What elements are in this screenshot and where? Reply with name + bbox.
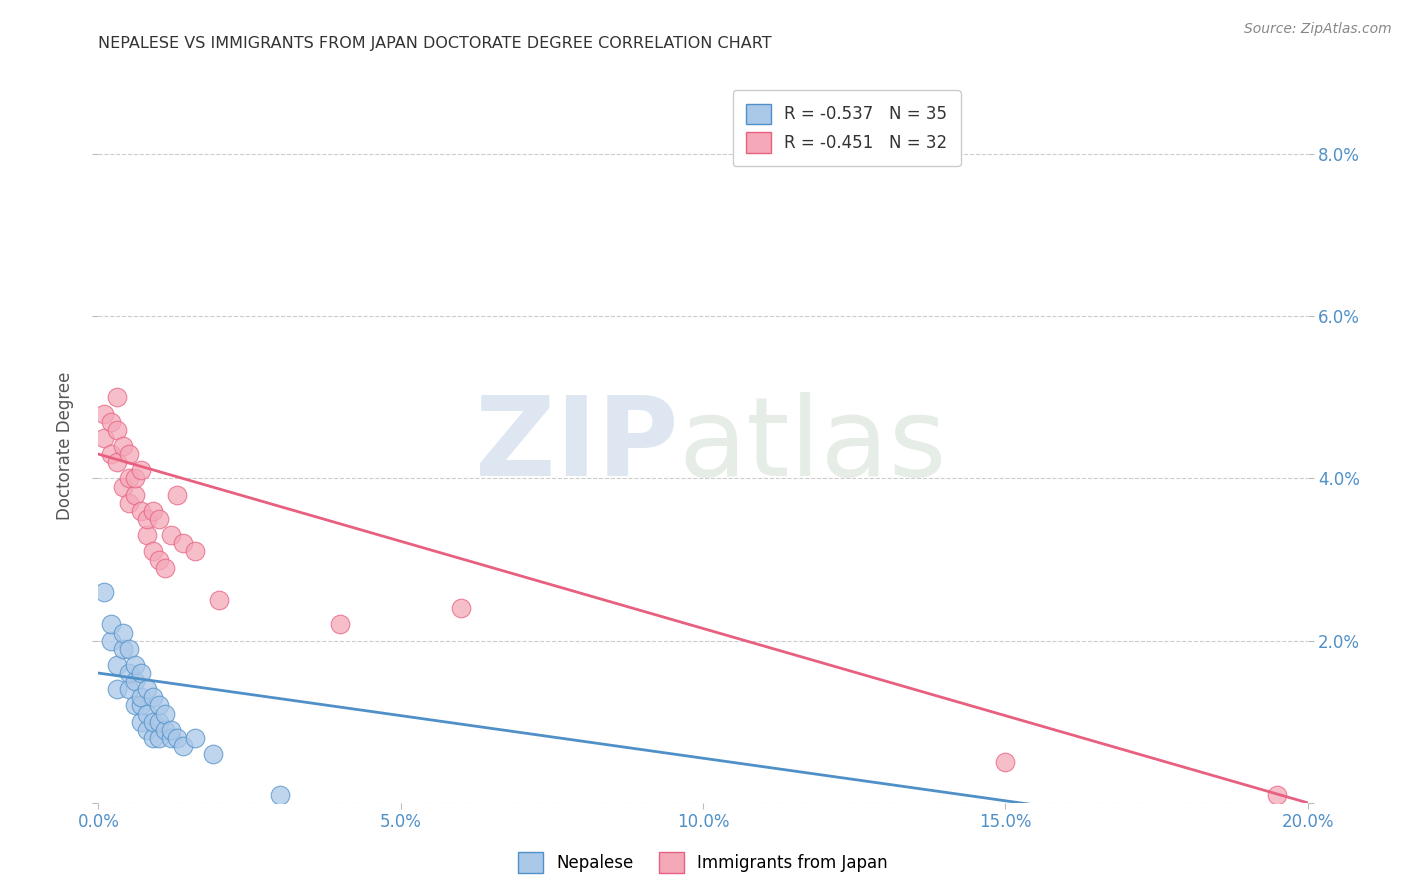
Point bbox=[160, 723, 183, 737]
Point bbox=[142, 504, 165, 518]
Point bbox=[105, 423, 128, 437]
Point bbox=[100, 415, 122, 429]
Point bbox=[111, 641, 134, 656]
Point bbox=[148, 698, 170, 713]
Point bbox=[153, 560, 176, 574]
Point bbox=[135, 706, 157, 721]
Point bbox=[269, 788, 291, 802]
Point bbox=[994, 756, 1017, 770]
Point bbox=[93, 407, 115, 421]
Point bbox=[166, 488, 188, 502]
Point bbox=[166, 731, 188, 745]
Point bbox=[148, 512, 170, 526]
Point bbox=[118, 682, 141, 697]
Point bbox=[153, 706, 176, 721]
Point bbox=[105, 682, 128, 697]
Point bbox=[93, 585, 115, 599]
Point bbox=[142, 731, 165, 745]
Point bbox=[184, 731, 207, 745]
Point bbox=[124, 698, 146, 713]
Point bbox=[135, 682, 157, 697]
Point bbox=[135, 528, 157, 542]
Point bbox=[184, 544, 207, 558]
Point bbox=[105, 657, 128, 672]
Text: ZIP: ZIP bbox=[475, 392, 679, 500]
Point bbox=[153, 723, 176, 737]
Point bbox=[118, 447, 141, 461]
Point bbox=[135, 723, 157, 737]
Text: atlas: atlas bbox=[679, 392, 948, 500]
Point bbox=[329, 617, 352, 632]
Point bbox=[208, 593, 231, 607]
Point bbox=[100, 617, 122, 632]
Point bbox=[111, 479, 134, 493]
Point bbox=[142, 690, 165, 705]
Point bbox=[105, 455, 128, 469]
Point bbox=[124, 488, 146, 502]
Point bbox=[124, 471, 146, 485]
Point bbox=[129, 504, 152, 518]
Point bbox=[100, 633, 122, 648]
Point bbox=[124, 657, 146, 672]
Point bbox=[172, 739, 194, 753]
Point bbox=[172, 536, 194, 550]
Text: NEPALESE VS IMMIGRANTS FROM JAPAN DOCTORATE DEGREE CORRELATION CHART: NEPALESE VS IMMIGRANTS FROM JAPAN DOCTOR… bbox=[98, 36, 772, 51]
Legend: Nepalese, Immigrants from Japan: Nepalese, Immigrants from Japan bbox=[512, 846, 894, 880]
Point bbox=[111, 439, 134, 453]
Point bbox=[129, 690, 152, 705]
Legend: R = -0.537   N = 35, R = -0.451   N = 32: R = -0.537 N = 35, R = -0.451 N = 32 bbox=[733, 90, 960, 166]
Point bbox=[93, 431, 115, 445]
Point bbox=[160, 528, 183, 542]
Point bbox=[118, 471, 141, 485]
Point bbox=[202, 747, 225, 761]
Point bbox=[148, 731, 170, 745]
Point bbox=[135, 512, 157, 526]
Point bbox=[129, 666, 152, 681]
Point bbox=[450, 601, 472, 615]
Point bbox=[148, 552, 170, 566]
Point bbox=[129, 714, 152, 729]
Point bbox=[142, 544, 165, 558]
Point bbox=[1267, 788, 1289, 802]
Y-axis label: Doctorate Degree: Doctorate Degree bbox=[56, 372, 75, 520]
Point bbox=[105, 390, 128, 404]
Point bbox=[142, 714, 165, 729]
Point bbox=[124, 674, 146, 689]
Point bbox=[100, 447, 122, 461]
Point bbox=[118, 496, 141, 510]
Point bbox=[118, 666, 141, 681]
Point bbox=[118, 641, 141, 656]
Point bbox=[129, 463, 152, 477]
Point bbox=[129, 698, 152, 713]
Point bbox=[148, 714, 170, 729]
Point bbox=[160, 731, 183, 745]
Point bbox=[111, 625, 134, 640]
Text: Source: ZipAtlas.com: Source: ZipAtlas.com bbox=[1244, 22, 1392, 37]
